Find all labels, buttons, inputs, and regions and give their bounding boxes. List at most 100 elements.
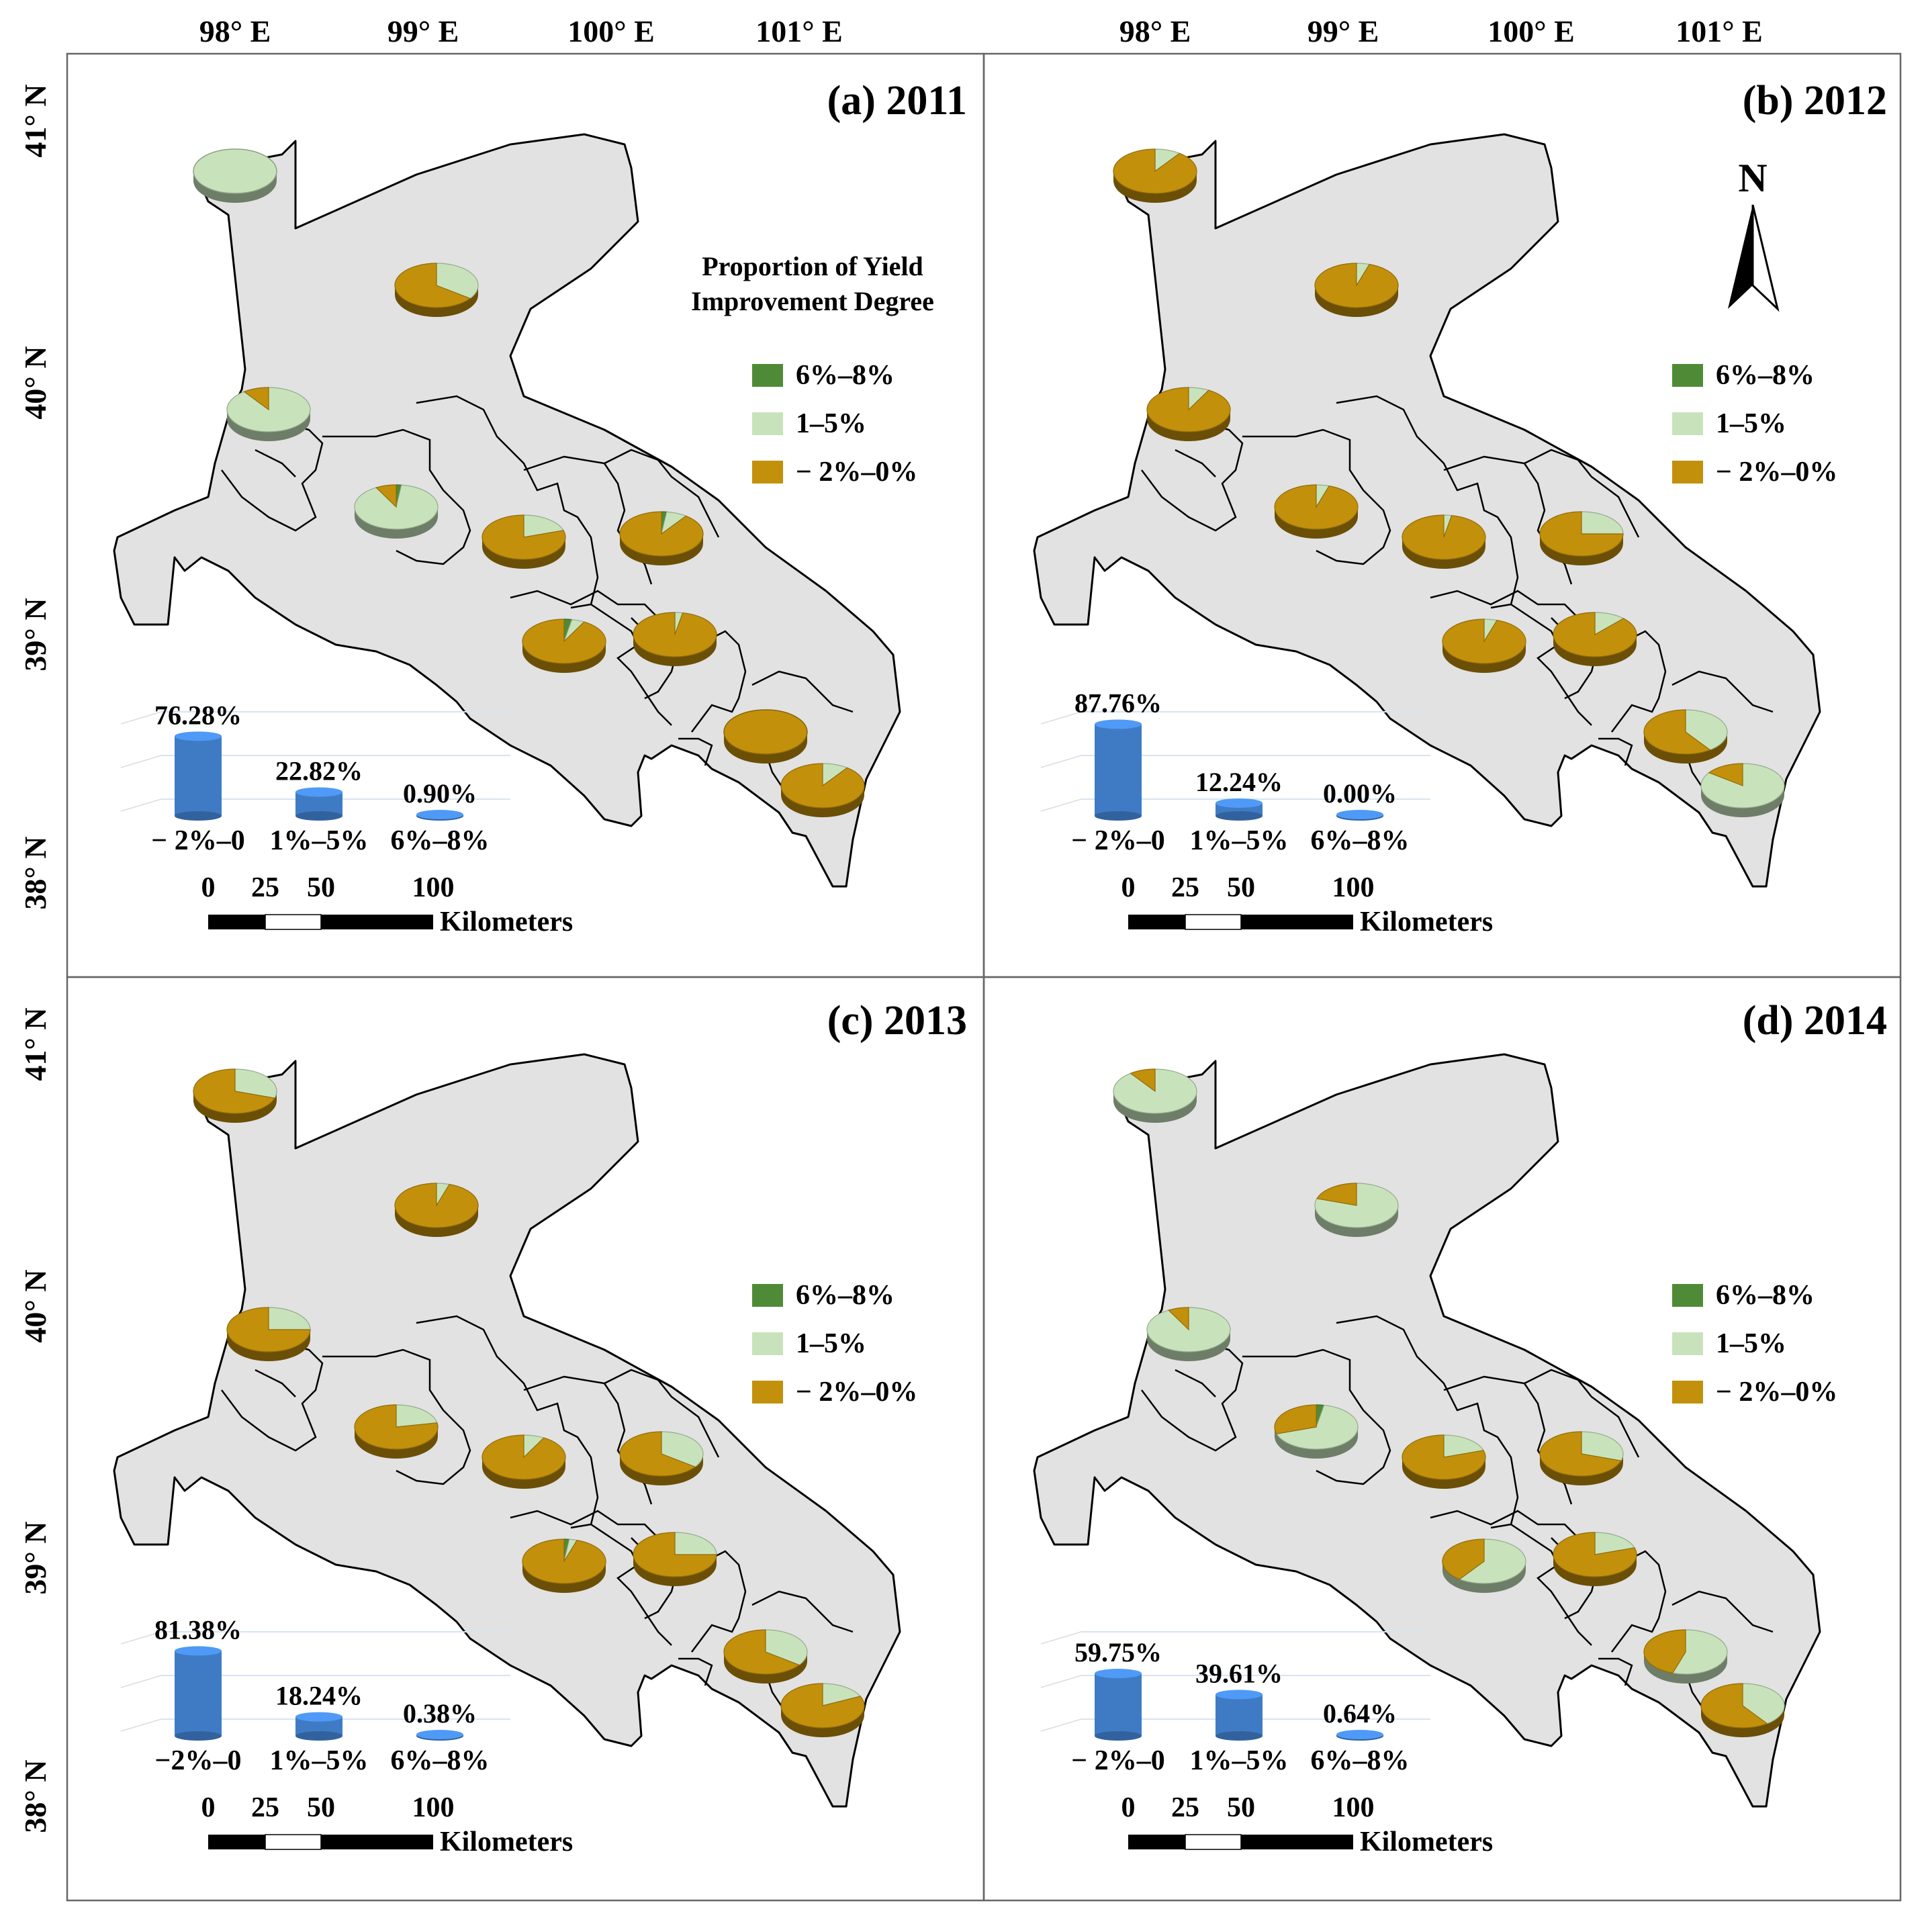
pie-side xyxy=(633,635,717,666)
pie-chart xyxy=(1146,387,1231,441)
pie-chart xyxy=(522,1538,606,1593)
scale-segment xyxy=(265,914,322,930)
pie-slice-low xyxy=(1553,612,1637,657)
lat-label: 38° N xyxy=(18,836,52,909)
bar-inset: 81.38% −2%–0 18.24% 1%–5% 0.38% 6%–8% xyxy=(120,1614,510,1776)
bar-body xyxy=(1095,724,1142,816)
pie-slice-low xyxy=(394,263,471,308)
bar-category-label: 1%–5% xyxy=(1190,825,1289,856)
pie-slice-low xyxy=(1113,148,1197,194)
bar-value-label: 18.24% xyxy=(275,1681,363,1711)
bar-base xyxy=(175,811,222,821)
lon-label: 98° E xyxy=(199,14,271,48)
bar-category-label: − 2%–0 xyxy=(151,825,244,856)
pie-side xyxy=(620,1454,703,1485)
lon-label: 101° E xyxy=(755,14,843,48)
lat-label: 39° N xyxy=(18,598,52,671)
lat-label: 41° N xyxy=(18,1007,52,1080)
bar: 59.75% − 2%–0 xyxy=(1071,1637,1164,1776)
pie-chart xyxy=(1643,709,1728,764)
scale-segment xyxy=(321,915,433,929)
bar-base xyxy=(1216,811,1263,821)
pie-slice-low xyxy=(619,1431,696,1477)
pie-chart xyxy=(193,148,277,203)
bar-value-label: 0.38% xyxy=(403,1698,477,1729)
pie-side xyxy=(1147,1330,1230,1361)
bar-base xyxy=(295,1731,342,1741)
scale-segment xyxy=(1128,1835,1185,1849)
pie-slice-low xyxy=(1314,263,1399,308)
scale-unit: Kilometers xyxy=(440,1827,573,1857)
legend-swatch xyxy=(752,1381,783,1404)
lat-label: 40° N xyxy=(18,1269,52,1342)
pie-slice-low xyxy=(1700,1683,1768,1729)
pie-slice-low xyxy=(780,1683,865,1729)
pie-slice-low xyxy=(1643,1629,1686,1674)
bar-gridline-side xyxy=(1040,1631,1082,1645)
latitude-labels-bottom: 41° N 40° N 39° N 38° N xyxy=(18,1007,52,1833)
pie-slice-low xyxy=(481,514,566,560)
pie-slice-low xyxy=(394,1183,479,1228)
pie-side xyxy=(1147,410,1230,441)
scale-tick-label: 0 xyxy=(201,1792,216,1823)
pie-slice-low xyxy=(1274,484,1359,530)
legend: 6%–8% 1–5% − 2%–0% xyxy=(1672,360,1837,488)
pie-chart xyxy=(1539,1431,1624,1485)
scale-unit: Kilometers xyxy=(440,907,573,937)
study-area-map xyxy=(1033,1053,1821,1808)
panel-title: (b) 2012 xyxy=(1743,78,1887,124)
pie-side xyxy=(193,1091,277,1123)
panel-2012: (b) 2012 87.76% − 2%–0 12.24% 1%–5% 0.00% 6%–… xyxy=(1033,78,1887,937)
pie-slice-mid xyxy=(1685,709,1728,751)
pie-slice-low xyxy=(375,484,397,508)
bar-top xyxy=(295,1712,342,1722)
pie-slice-low xyxy=(354,1404,439,1450)
latitude-labels-top: 41° N 40° N 39° N 38° N xyxy=(18,84,52,909)
scale-tick-label: 100 xyxy=(412,872,455,903)
pie-chart xyxy=(723,1629,808,1684)
pie-slice-low xyxy=(1708,763,1743,786)
pie-slice-low xyxy=(1553,1532,1637,1577)
bar: 81.38% −2%–0 xyxy=(154,1614,242,1776)
lon-label: 98° E xyxy=(1119,14,1191,48)
pie-slice-low xyxy=(193,1068,275,1114)
panel-title: (d) 2014 xyxy=(1743,998,1887,1044)
pie-chart xyxy=(1402,514,1486,569)
bar-top xyxy=(295,787,342,797)
bar-value-label: 0.00% xyxy=(1323,778,1397,809)
pie-slice-low xyxy=(1130,1068,1156,1093)
legend-label: 1–5% xyxy=(1716,408,1786,439)
pie-slice-low xyxy=(481,1434,566,1480)
pie-slice-mid xyxy=(674,1532,717,1555)
bar-gridline-side xyxy=(1040,755,1082,768)
bar-category-label: 1%–5% xyxy=(270,1745,369,1776)
north-arrow: N xyxy=(1728,156,1780,312)
legend-swatch xyxy=(752,412,783,435)
scale-tick-label: 50 xyxy=(1227,872,1255,903)
pie-chart xyxy=(481,1434,566,1489)
pie-chart xyxy=(481,514,566,569)
legend-label: 6%–8% xyxy=(796,360,895,391)
bar-gridline-side xyxy=(120,1675,162,1688)
pie-chart xyxy=(522,618,606,673)
pie-chart xyxy=(1700,1683,1785,1737)
scale-tick-label: 100 xyxy=(1332,1792,1375,1823)
scale-tick-label: 25 xyxy=(1171,1792,1199,1823)
panel-2011: (a) 2011 76.28% − 2%–0 22.82% 1%–5% 0.90% 6%–… xyxy=(113,78,967,937)
longitude-labels-right: 98° E 99° E 100° E 101° E xyxy=(1119,14,1763,48)
scale-tick-label: 50 xyxy=(307,1792,335,1823)
bar-category-label: 6%–8% xyxy=(391,1745,490,1776)
north-arrow-light-half xyxy=(1751,204,1780,312)
pie-side xyxy=(395,1205,478,1237)
panel-frames xyxy=(66,52,1902,1902)
pie-side xyxy=(724,732,807,764)
bar-base xyxy=(1095,1731,1142,1741)
bar-body xyxy=(175,736,222,816)
pie-side xyxy=(1275,507,1358,539)
scale-segment xyxy=(1241,1835,1353,1849)
bar-category-label: 1%–5% xyxy=(270,825,369,856)
pie-side xyxy=(781,1706,864,1737)
bar: 0.64% 6%–8% xyxy=(1311,1698,1410,1776)
pie-slice-mid xyxy=(1581,1431,1624,1461)
